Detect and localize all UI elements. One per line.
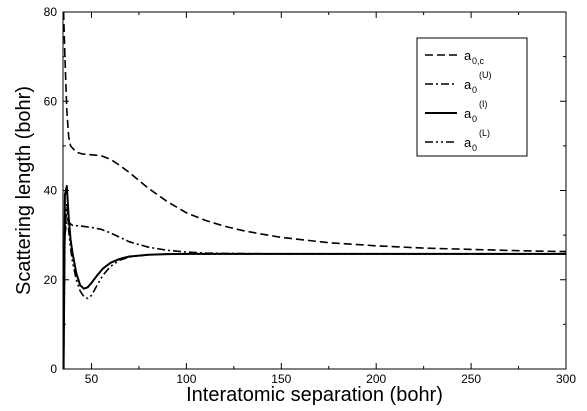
series-line-2 [63, 218, 566, 347]
legend-label: a [464, 77, 472, 92]
legend-label: a [464, 135, 472, 150]
y-tick-label: 0 [50, 362, 57, 376]
tick-labels: 50 100 150 200 250 300 0 20 40 60 80 [44, 5, 577, 386]
y-axis-title: Scattering length (bohr) [13, 86, 35, 295]
legend-box [416, 37, 528, 157]
y-tick-label: 80 [44, 5, 58, 19]
legend-label-subscript: 0 [472, 85, 477, 95]
x-tick-label: 250 [461, 372, 481, 386]
legend: a 0,ca 0(U)a 0(I)a 0(L) [416, 37, 528, 157]
x-tick-label: 200 [366, 372, 386, 386]
series-line-1 [63, 12, 566, 253]
y-tick-label: 40 [44, 184, 58, 198]
y-tick-label: 20 [44, 273, 58, 287]
plot-lines [63, 12, 566, 369]
x-tick-label: 300 [556, 372, 576, 386]
x-tick-label: 50 [85, 372, 99, 386]
legend-label-subscript: 0,c [472, 56, 485, 66]
legend-label-superscript: (I) [479, 99, 488, 109]
axis-ticks [63, 11, 567, 370]
x-tick-label: 100 [176, 372, 196, 386]
legend-label-subscript: 0 [472, 114, 477, 124]
series-line-3 [63, 185, 566, 369]
x-tick-label: 150 [271, 372, 291, 386]
x-axis-title: Interatomic separation (bohr) [186, 384, 443, 406]
series-line-4 [63, 203, 566, 369]
legend-label-subscript: 0 [472, 143, 477, 153]
legend-label: a [464, 48, 472, 63]
legend-label-superscript: (L) [479, 128, 490, 138]
legend-label: a [464, 106, 472, 121]
y-tick-label: 60 [44, 94, 58, 108]
legend-label-superscript: (U) [479, 70, 492, 80]
